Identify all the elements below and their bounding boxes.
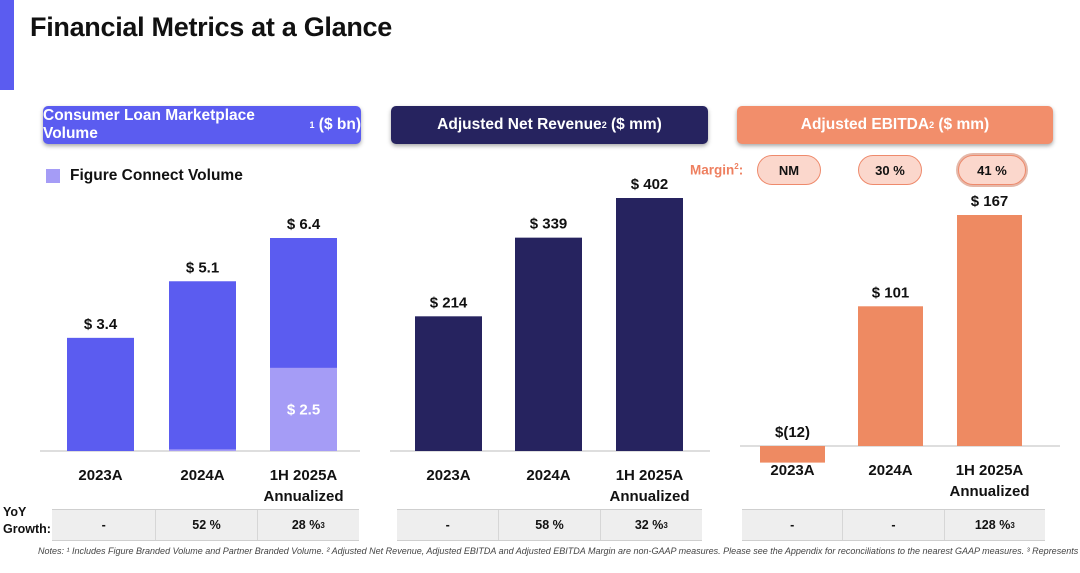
yoy-cell: 58 % xyxy=(499,510,601,540)
net-revenue-tick-label: 1H 2025A xyxy=(616,467,684,484)
yoy-cell: - xyxy=(52,510,157,540)
net-revenue-title-sup: 2 xyxy=(601,120,607,130)
consumer-loan-connect-bar xyxy=(270,367,337,451)
footnotes: Notes: ¹ Includes Figure Branded Volume … xyxy=(38,546,1078,556)
consumer-loan-tick-label: Annualized xyxy=(263,488,343,505)
yoy-label-line1: YoY xyxy=(3,505,27,519)
net-revenue-data-label: $ 339 xyxy=(530,216,568,233)
ebitda-bar xyxy=(760,446,825,463)
ebitda-data-label: $(12) xyxy=(775,424,810,441)
consumer-loan-data-label: $ 5.1 xyxy=(186,259,219,276)
margin-label-colon: : xyxy=(738,162,744,178)
margin-label: Margin2: xyxy=(690,162,743,178)
net-revenue-bar xyxy=(616,198,683,451)
net-revenue-bar xyxy=(515,237,582,451)
yoy-footnote: 3 xyxy=(1010,520,1015,530)
margin-pill-2025: 41 % xyxy=(958,155,1026,185)
yoy-cell: 52 % xyxy=(156,510,258,540)
margin-label-sup: 2 xyxy=(734,162,739,171)
legend-label-figure-connect: Figure Connect Volume xyxy=(70,167,243,184)
net-revenue-title-unit: ($ mm) xyxy=(606,116,662,133)
margin-pill-2024: 30 % xyxy=(858,155,922,185)
yoy-value: 128 % xyxy=(974,518,1011,532)
consumer-loan-header: Consumer Loan Marketplace Volume 1 ($ bn) xyxy=(43,106,361,144)
yoy-footnote: 3 xyxy=(663,520,668,530)
yoy-growth-label: YoY Growth: xyxy=(3,504,51,538)
margin-label-text: Margin xyxy=(690,162,735,178)
ebitda-title-unit: ($ mm) xyxy=(934,116,990,133)
yoy-row-net-revenue: - 58 % 32 % 3 xyxy=(397,509,702,541)
accent-bar xyxy=(0,0,14,90)
yoy-value: 28 % xyxy=(291,518,321,532)
yoy-value: 32 % xyxy=(634,518,664,532)
yoy-cell: - xyxy=(742,510,844,540)
consumer-loan-title-unit: ($ bn) xyxy=(314,116,361,133)
ebitda-tick-label: 1H 2025A xyxy=(956,462,1024,479)
consumer-loan-title: Consumer Loan Marketplace Volume xyxy=(43,107,255,142)
ebitda-tick-label: 2024A xyxy=(868,462,912,479)
yoy-row-consumer-loan: - 52 % 28 % 3 xyxy=(52,509,359,541)
ebitda-tick-label: Annualized xyxy=(949,483,1029,500)
consumer-loan-tick-label: 1H 2025A xyxy=(270,467,338,484)
legend: Figure Connect Volume xyxy=(46,167,243,185)
page-title: Financial Metrics at a Glance xyxy=(30,12,392,42)
ebitda-bar xyxy=(858,306,923,446)
net-revenue-tick-label: Annualized xyxy=(609,488,689,505)
yoy-cell: 128 % 3 xyxy=(945,510,1045,540)
yoy-value: - xyxy=(891,518,896,532)
consumer-loan-bar xyxy=(169,281,236,451)
net-revenue-title: Adjusted Net Revenue xyxy=(437,116,602,133)
yoy-value: - xyxy=(101,518,106,532)
yoy-cell: 32 % 3 xyxy=(601,510,702,540)
yoy-footnote: 3 xyxy=(320,520,325,530)
consumer-loan-tick-label: 2024A xyxy=(180,467,224,484)
ebitda-title: Adjusted EBITDA xyxy=(800,116,930,133)
legend-swatch-figure-connect xyxy=(46,169,60,183)
consumer-loan-title-sup: 1 xyxy=(309,120,315,130)
yoy-value: - xyxy=(445,518,450,532)
margin-pill-2023: NM xyxy=(757,155,821,185)
yoy-value: 58 % xyxy=(535,518,564,532)
ebitda-title-sup: 2 xyxy=(929,120,935,130)
net-revenue-bar xyxy=(415,316,482,451)
net-revenue-tick-label: 2023A xyxy=(426,467,470,484)
ebitda-bar xyxy=(957,215,1022,446)
consumer-loan-data-label: $ 3.4 xyxy=(84,316,118,333)
consumer-loan-connect-bar xyxy=(169,449,236,451)
yoy-value: - xyxy=(790,518,795,532)
yoy-value: 52 % xyxy=(192,518,221,532)
ebitda-data-label: $ 167 xyxy=(971,193,1009,210)
yoy-cell: - xyxy=(843,510,945,540)
yoy-label-line2: Growth: xyxy=(3,522,51,536)
net-revenue-data-label: $ 214 xyxy=(430,294,468,311)
consumer-loan-bar xyxy=(67,337,134,451)
ebitda-data-label: $ 101 xyxy=(872,284,910,301)
ebitda-header: Adjusted EBITDA 2 ($ mm) xyxy=(737,106,1053,144)
yoy-cell: 28 % 3 xyxy=(258,510,359,540)
net-revenue-data-label: $ 402 xyxy=(631,176,669,193)
yoy-cell: - xyxy=(397,510,500,540)
net-revenue-header: Adjusted Net Revenue 2 ($ mm) xyxy=(391,106,708,144)
consumer-loan-data-label: $ 6.4 xyxy=(287,216,321,233)
consumer-loan-connect-label: $ 2.5 xyxy=(287,401,320,418)
net-revenue-tick-label: 2024A xyxy=(526,467,570,484)
consumer-loan-tick-label: 2023A xyxy=(78,467,122,484)
yoy-row-ebitda: - - 128 % 3 xyxy=(742,509,1045,541)
ebitda-tick-label: 2023A xyxy=(770,462,814,479)
